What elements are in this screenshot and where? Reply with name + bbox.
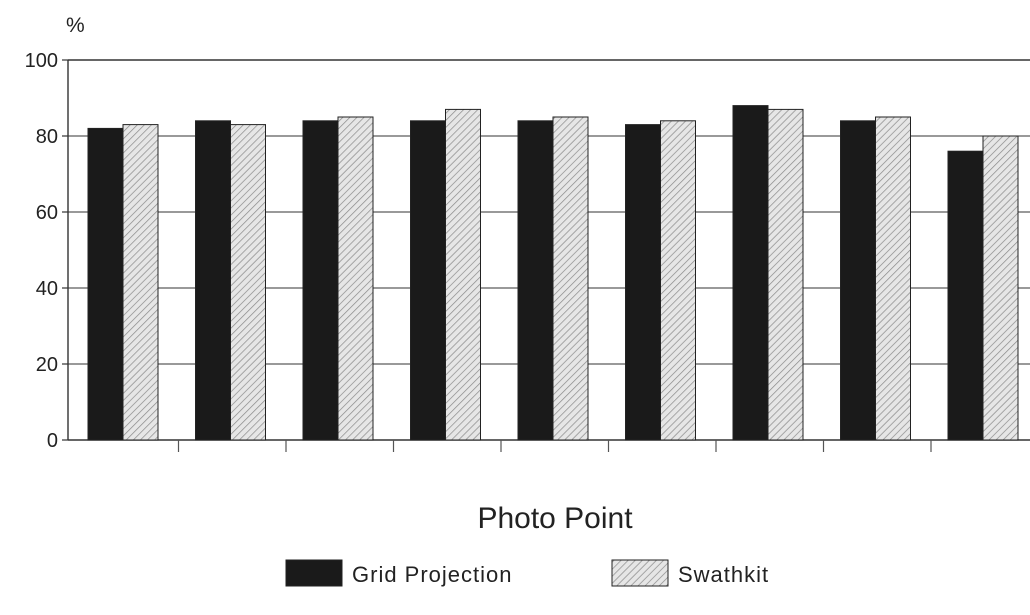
bar-grid-projection xyxy=(410,120,446,441)
bar-swathkit xyxy=(767,108,804,441)
bar-swathkit xyxy=(445,108,481,441)
legend: Grid Projection Swathkit xyxy=(285,559,769,587)
x-axis-title: Photo Point xyxy=(477,502,633,535)
bar-swathkit xyxy=(230,124,266,441)
y-tick-label: 100 xyxy=(25,50,58,72)
bar-grid-projection xyxy=(195,120,231,441)
legend-swatch xyxy=(285,559,343,587)
bar-grid-projection xyxy=(732,105,769,441)
legend-label: Grid Projection xyxy=(352,562,513,587)
bar-grid-projection xyxy=(625,124,661,441)
bar-grid-projection xyxy=(302,120,339,441)
bars xyxy=(87,105,1019,441)
bar-swathkit xyxy=(552,116,589,441)
bar-grid-projection xyxy=(87,127,124,441)
bar-swathkit xyxy=(122,124,159,441)
legend-label: Swathkit xyxy=(678,562,769,587)
bar-swathkit xyxy=(660,120,696,441)
legend-swatch xyxy=(611,559,669,587)
bar-swathkit xyxy=(982,135,1019,441)
bar-swathkit xyxy=(337,116,374,441)
y-tick-label: 80 xyxy=(36,126,58,148)
bar-grid-projection xyxy=(517,120,554,441)
y-tick-label: 40 xyxy=(36,278,58,300)
y-tick-label: 20 xyxy=(36,354,58,376)
axis-labels: % Photo Point xyxy=(66,14,633,535)
bar-swathkit xyxy=(875,116,911,441)
bar-grid-projection xyxy=(947,150,984,441)
y-tick-label: 60 xyxy=(36,202,58,224)
y-axis-unit-label: % xyxy=(66,14,85,37)
bar-grid-projection xyxy=(840,120,876,441)
y-tick-label: 0 xyxy=(47,430,58,452)
